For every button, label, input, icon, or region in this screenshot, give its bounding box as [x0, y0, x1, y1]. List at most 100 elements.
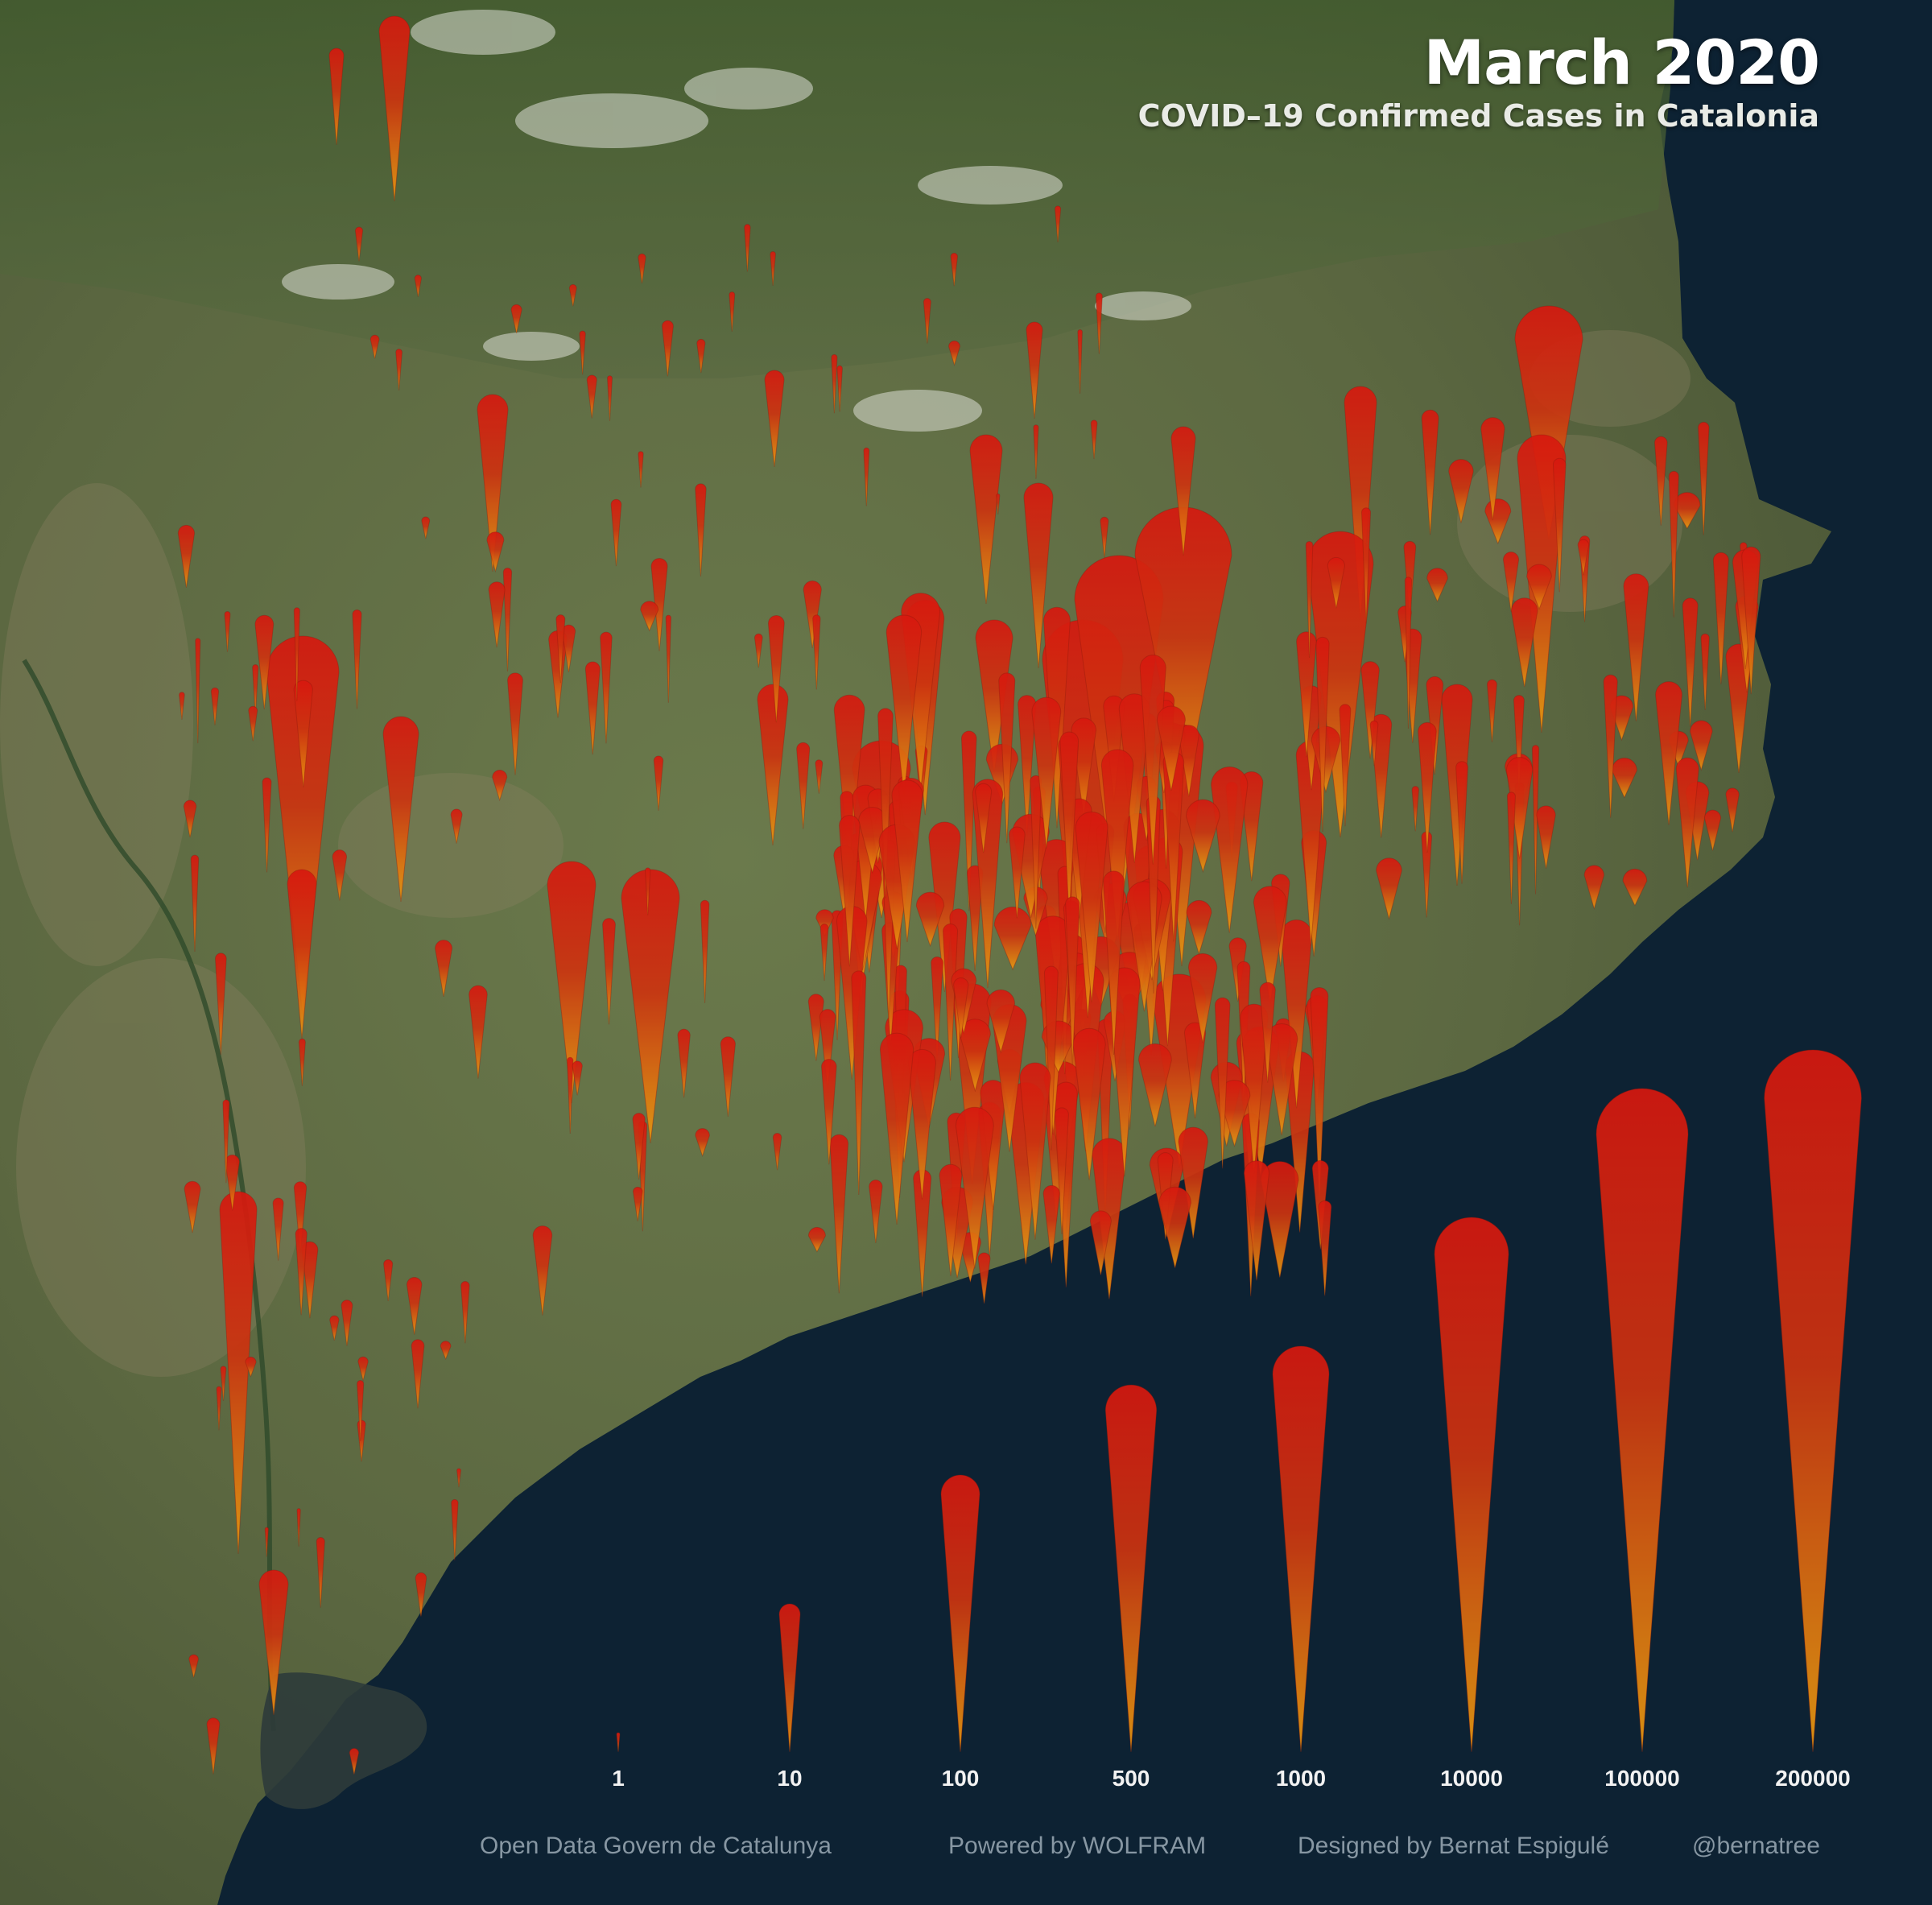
case-marker — [1259, 981, 1276, 1083]
case-marker — [1531, 745, 1540, 895]
case-marker — [638, 253, 646, 284]
case-marker — [357, 1419, 366, 1462]
case-marker — [1311, 725, 1341, 794]
case-marker — [1158, 1186, 1192, 1268]
case-marker — [939, 1163, 963, 1276]
case-marker — [1023, 482, 1054, 669]
case-marker — [295, 1228, 308, 1316]
case-marker — [993, 907, 1032, 971]
case-marker — [492, 770, 508, 802]
case-marker — [421, 516, 431, 539]
catalonia-landmass — [0, 0, 1831, 1905]
legend-marker — [778, 1603, 801, 1753]
case-marker — [406, 1276, 423, 1335]
case-marker — [352, 610, 362, 709]
legend-label: 10000 — [1440, 1766, 1503, 1791]
case-marker — [869, 1180, 883, 1243]
case-marker — [948, 341, 960, 366]
case-marker — [206, 1717, 221, 1775]
case-marker — [1055, 205, 1062, 243]
case-marker — [1019, 1062, 1051, 1240]
case-marker — [1253, 886, 1287, 1003]
case-marker — [1026, 321, 1043, 419]
case-marker — [950, 253, 958, 287]
case-marker — [477, 394, 509, 572]
case-marker — [767, 615, 785, 723]
case-marker — [1360, 507, 1372, 624]
case-marker — [547, 861, 597, 1104]
case-marker — [1552, 457, 1567, 593]
case-marker — [1741, 546, 1761, 695]
case-marker — [1526, 564, 1552, 610]
case-marker — [815, 759, 824, 794]
case-marker — [328, 48, 345, 146]
case-marker — [829, 1134, 849, 1294]
case-marker — [469, 985, 488, 1079]
case-marker — [1077, 329, 1083, 394]
case-marker — [621, 869, 680, 1144]
case-marker — [1103, 870, 1125, 1055]
case-marker — [928, 821, 961, 992]
map-subtitle: COVID–19 Confirmed Cases in Catalonia — [1137, 97, 1819, 134]
case-marker — [839, 815, 861, 967]
case-marker — [1031, 696, 1062, 849]
case-marker — [1072, 1028, 1106, 1180]
case-marker — [414, 275, 422, 297]
case-marker — [632, 1113, 646, 1180]
case-marker — [1698, 421, 1710, 535]
case-marker — [640, 601, 659, 632]
case-marker — [220, 1366, 227, 1401]
case-marker — [665, 614, 671, 703]
case-markers — [177, 15, 1761, 1775]
case-marker — [177, 524, 196, 588]
case-marker — [955, 1106, 994, 1269]
case-marker — [219, 1191, 258, 1555]
legend-label: 100 — [942, 1766, 980, 1791]
case-marker — [1315, 637, 1330, 833]
case-marker — [764, 370, 785, 468]
case-marker — [329, 1315, 340, 1341]
case-marker — [245, 1356, 257, 1378]
case-marker — [1426, 676, 1444, 775]
case-marker — [833, 695, 865, 869]
case-marker — [931, 957, 943, 1061]
credit-designer: Designed by Bernat Espigulé — [1298, 1833, 1609, 1859]
case-marker — [349, 1748, 360, 1775]
case-marker — [1654, 436, 1668, 526]
case-marker — [264, 1527, 269, 1557]
case-marker — [369, 334, 380, 359]
case-marker — [1675, 757, 1699, 888]
case-marker — [1042, 1184, 1060, 1264]
case-marker — [831, 353, 838, 414]
case-marker — [1712, 552, 1729, 684]
case-marker — [266, 635, 340, 1015]
case-marker — [960, 730, 977, 911]
case-marker — [332, 849, 348, 901]
case-marker — [645, 867, 651, 915]
case-marker — [1583, 865, 1605, 911]
case-marker — [1682, 597, 1699, 727]
credit-handle: @bernatree — [1692, 1833, 1820, 1859]
case-marker — [851, 970, 867, 1195]
case-marker — [1668, 471, 1679, 618]
case-marker — [248, 705, 258, 742]
case-marker — [215, 953, 227, 1055]
case-marker — [1310, 987, 1329, 1201]
case-marker — [1690, 720, 1713, 771]
legend-markers — [616, 1049, 1862, 1753]
case-marker — [293, 607, 300, 701]
case-marker — [486, 531, 505, 573]
case-marker — [977, 1252, 991, 1304]
case-marker — [650, 557, 668, 651]
case-marker — [1305, 540, 1314, 658]
case-marker — [357, 1356, 369, 1382]
case-marker — [1178, 1126, 1208, 1239]
case-marker — [1623, 573, 1649, 721]
legend-marker — [1434, 1217, 1509, 1753]
case-marker — [254, 614, 275, 709]
case-marker — [1505, 757, 1534, 859]
case-marker — [753, 633, 763, 668]
legend-label: 100000 — [1604, 1766, 1679, 1791]
